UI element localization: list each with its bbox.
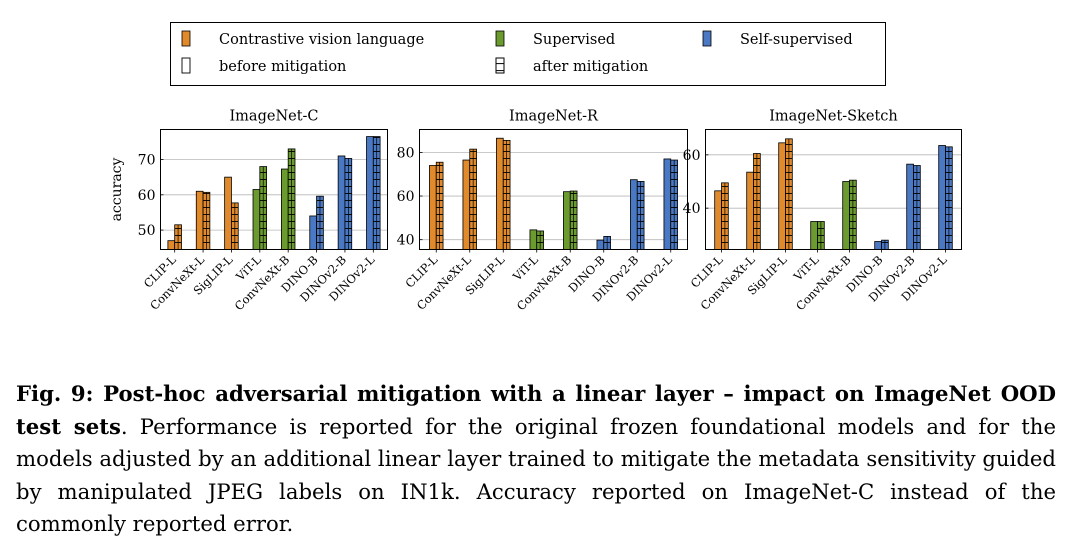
bar-after-siglip-l-hatch-group bbox=[231, 202, 239, 250]
y-tick-label: 40 bbox=[397, 233, 415, 249]
bar-after-clip-l-hatch-group bbox=[436, 162, 444, 250]
bar-before-dinov2-l bbox=[663, 158, 672, 250]
legend-label-supervised: Supervised bbox=[533, 32, 615, 48]
bar-before-convnext-b bbox=[563, 191, 571, 250]
legend-label-self-supervised: Self-supervised bbox=[740, 32, 853, 48]
legend-frame bbox=[170, 22, 886, 86]
y-axis-label: accuracy bbox=[109, 157, 125, 221]
plot-frame bbox=[705, 129, 962, 250]
caption-label: Fig. 9: Post-hoc adversarial mitigation … bbox=[16, 381, 1056, 439]
bar-after-dinov2-l-hatch-group bbox=[945, 146, 953, 250]
bar-before-dino-b bbox=[874, 241, 882, 250]
legend-label-after: after mitigation bbox=[533, 59, 648, 75]
bar-before-dinov2-l bbox=[938, 145, 946, 250]
y-tick-label: 60 bbox=[683, 148, 701, 164]
bar-after-dinov2-b-hatch-group bbox=[913, 165, 921, 250]
bar-before-convnext-b bbox=[842, 181, 850, 250]
bar-after-convnext-b-hatch-group bbox=[849, 180, 857, 250]
bar-before-clip-l bbox=[714, 190, 722, 250]
legend-label-before: before mitigation bbox=[219, 59, 346, 75]
plot-frame bbox=[419, 129, 688, 250]
bar-before-dinov2-b bbox=[337, 155, 346, 250]
legend: Contrastive vision language Supervised S… bbox=[170, 22, 886, 86]
bar-before-convnext-l bbox=[746, 171, 754, 250]
bar-after-vit-l-hatch-group bbox=[817, 221, 825, 250]
bar-after-dinov2-l-hatch-group bbox=[670, 160, 678, 250]
bar-after-clip-l-hatch-group bbox=[174, 224, 182, 250]
bar-before-siglip-l bbox=[224, 176, 232, 250]
bar-after-convnext-b-hatch-group bbox=[570, 191, 578, 250]
bar-before-convnext-b bbox=[280, 168, 289, 250]
bar-after-dino-b-hatch-group bbox=[316, 196, 324, 250]
bar-after-convnext-l-hatch-group bbox=[469, 149, 477, 250]
figure-caption: Fig. 9: Post-hoc adversarial mitigation … bbox=[16, 378, 1056, 541]
bar-before-dino-b bbox=[596, 239, 605, 250]
bar-after-dinov2-b-hatch-group bbox=[344, 158, 352, 250]
legend-swatch-contrastive bbox=[181, 30, 191, 47]
bar-after-dino-b-hatch-group bbox=[881, 240, 889, 250]
bar-after-vit-l-hatch-group bbox=[259, 166, 267, 250]
panel-imagenet-c: 506070CLIP-LConvNeXt-LSigLIP-LViT-LConvN… bbox=[109, 109, 388, 313]
plot-frame bbox=[160, 129, 388, 250]
bar-after-vit-l-hatch-group bbox=[536, 230, 544, 250]
bar-before-siglip-l bbox=[778, 142, 786, 250]
legend-label-contrastive: Contrastive vision language bbox=[219, 32, 424, 48]
bar-after-dinov2-l-hatch-group bbox=[373, 136, 381, 250]
chart-title: ImageNet-C bbox=[229, 109, 318, 125]
y-tick-label: 50 bbox=[138, 223, 156, 239]
bar-after-dinov2-b-hatch-group bbox=[637, 181, 645, 250]
bar-after-dino-b-hatch-group bbox=[603, 236, 611, 250]
chart-title: ImageNet-R bbox=[509, 109, 599, 125]
bar-before-vit-l bbox=[810, 221, 818, 250]
legend-swatch-supervised bbox=[495, 30, 505, 47]
caption-text: . Performance is reported for the origin… bbox=[16, 413, 1056, 537]
bar-before-dinov2-b bbox=[630, 179, 638, 250]
bar-before-dinov2-l bbox=[366, 136, 374, 250]
bar-before-convnext-l bbox=[195, 190, 204, 250]
y-tick-label: 80 bbox=[397, 145, 415, 161]
bar-before-convnext-l bbox=[462, 159, 471, 250]
legend-swatch-after-hatch bbox=[495, 57, 505, 74]
bar-before-dinov2-b bbox=[906, 163, 914, 250]
legend-swatch-before bbox=[181, 57, 191, 74]
bar-before-vit-l bbox=[529, 229, 538, 250]
bar-before-dino-b bbox=[309, 215, 317, 250]
y-tick-label: 70 bbox=[138, 153, 156, 169]
bar-after-convnext-l-hatch-group bbox=[203, 192, 210, 250]
bar-before-clip-l bbox=[429, 165, 437, 250]
legend-swatch-self-supervised bbox=[702, 30, 712, 47]
bar-after-convnext-b-hatch-group bbox=[288, 148, 295, 250]
bar-before-vit-l bbox=[252, 189, 261, 250]
y-tick-label: 60 bbox=[138, 188, 156, 204]
chart-title: ImageNet-Sketch bbox=[769, 109, 898, 125]
bar-before-siglip-l bbox=[496, 137, 504, 250]
bar-after-clip-l-hatch-group bbox=[721, 182, 729, 250]
bar-after-convnext-l-hatch-group bbox=[753, 153, 761, 250]
y-tick-label: 60 bbox=[397, 189, 415, 205]
y-tick-label: 40 bbox=[683, 201, 701, 217]
bar-before-clip-l bbox=[167, 240, 176, 250]
bar-after-siglip-l-hatch-group bbox=[785, 138, 793, 250]
bar-after-siglip-l-hatch-group bbox=[503, 140, 511, 250]
x-tick-label: ViT-L bbox=[509, 252, 541, 284]
